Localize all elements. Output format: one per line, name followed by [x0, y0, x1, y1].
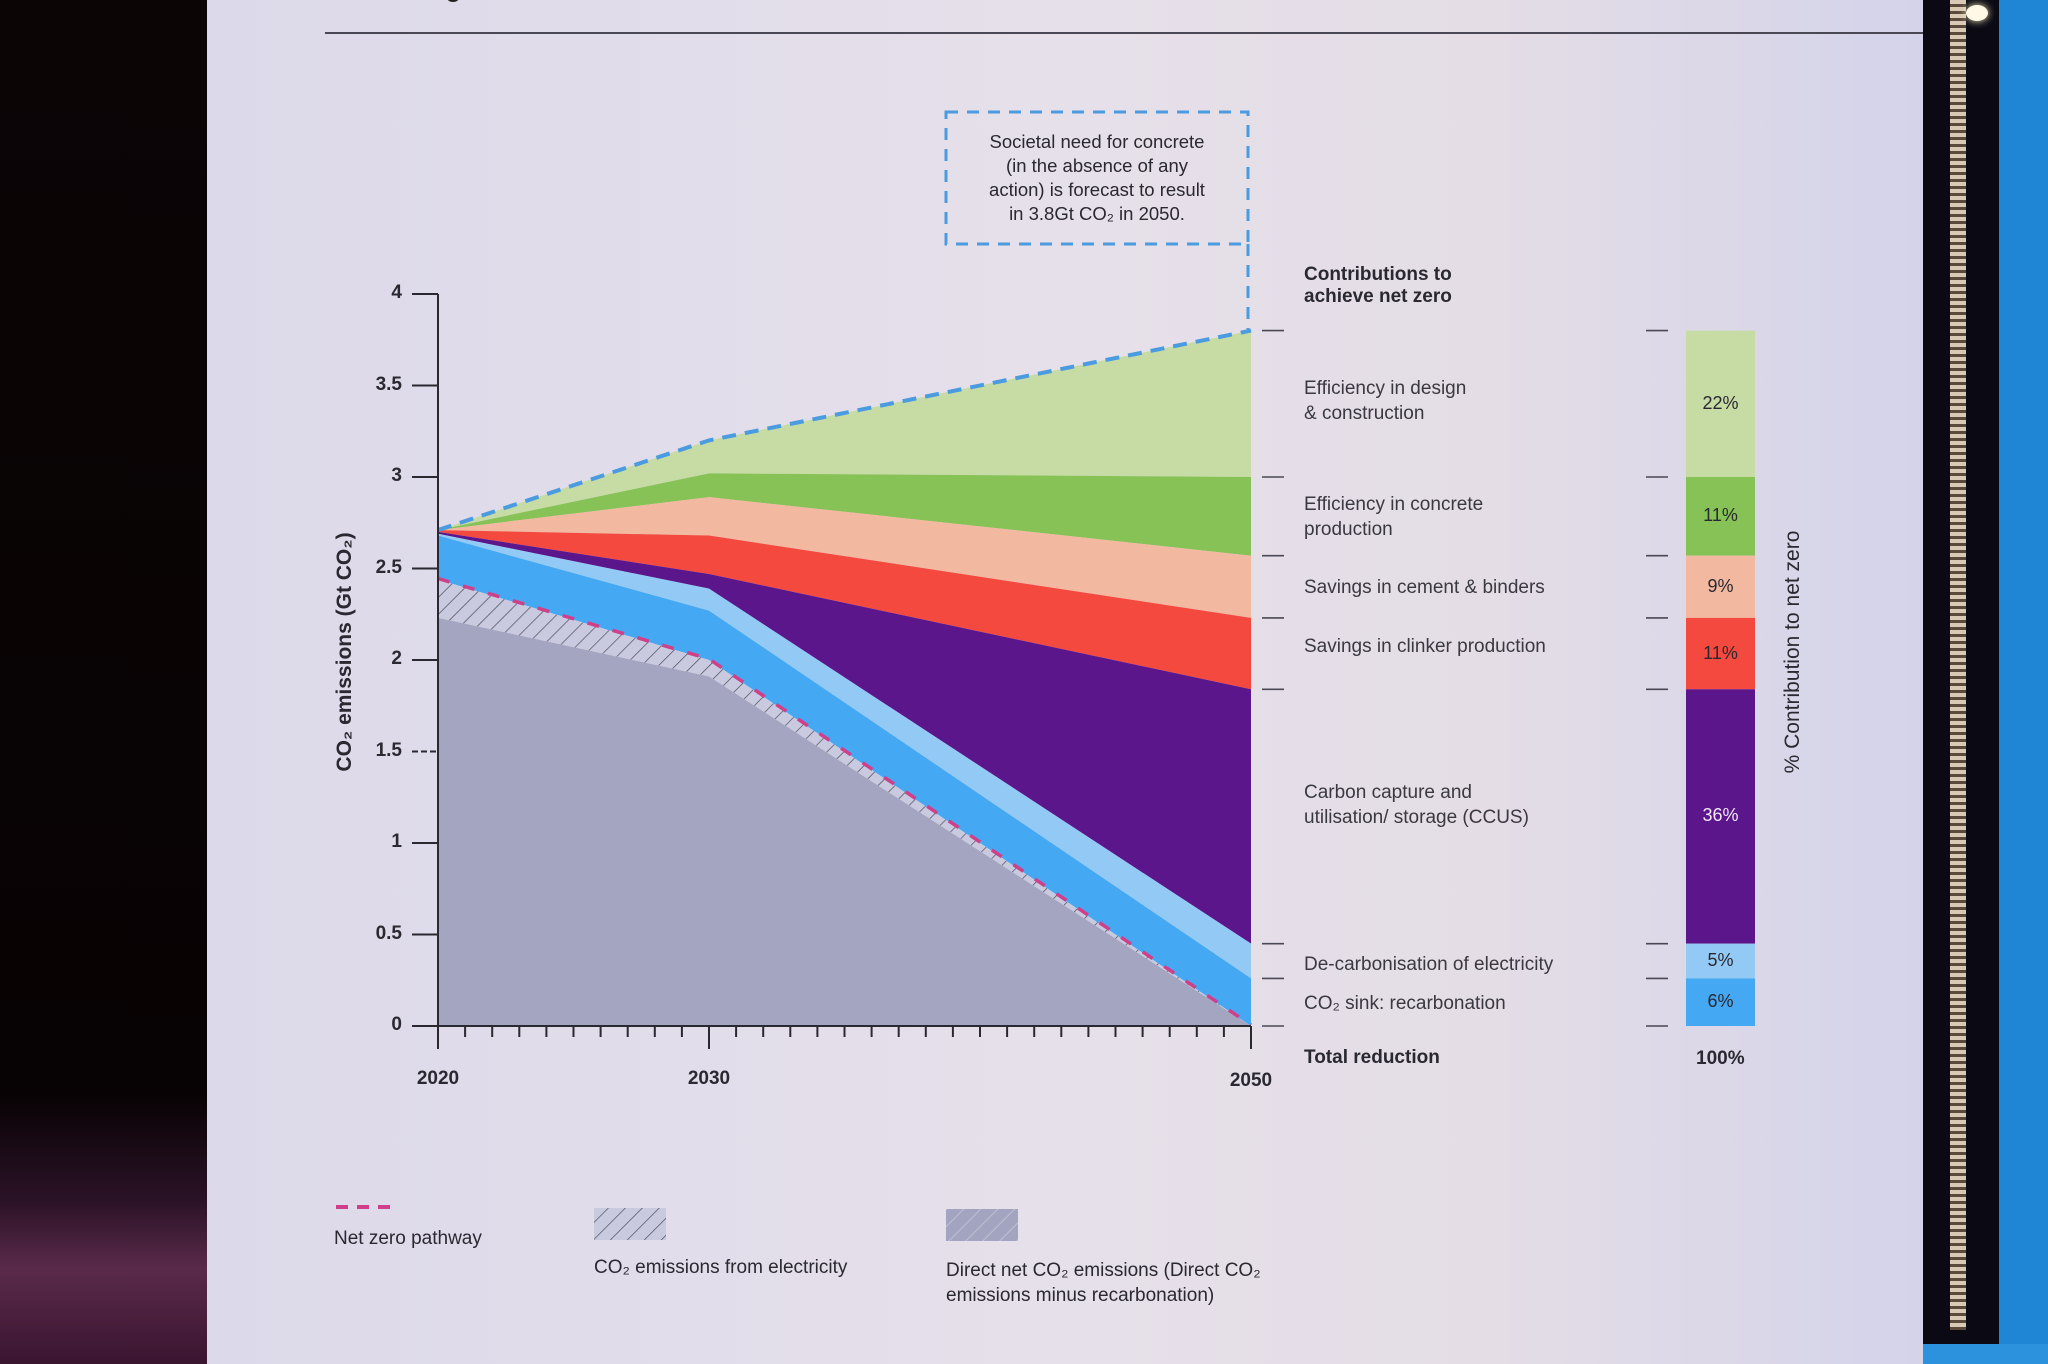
y-tick-label: 1.5	[375, 739, 402, 761]
legend-direct-swatch	[946, 1209, 1018, 1241]
percent-label: 11%	[1703, 642, 1738, 663]
percent-label: 36%	[1702, 805, 1739, 826]
area-savings-in-clinker-production	[438, 530, 1251, 690]
label-line: Direct net CO₂ emissions (Direct CO₂	[946, 1260, 1261, 1281]
contribution-label-clinker: Savings in clinker production	[1304, 634, 1546, 659]
percent-bar-segment	[1686, 689, 1755, 944]
background-strip	[1950, 0, 1966, 1330]
percent-bar-segment	[1686, 555, 1755, 618]
percent-label: 6%	[1707, 991, 1734, 1012]
area-co-sink-recarbonation	[438, 535, 1251, 1026]
cut-off-title	[446, 0, 460, 2]
label-line: De-carbonisation of electricity	[1304, 954, 1554, 975]
header-rule	[325, 32, 1923, 34]
y-tick-label: 1	[391, 831, 402, 852]
area-direct-net-co-emissions	[438, 617, 1251, 1026]
legend-net-zero-label: Net zero pathway	[334, 1228, 482, 1249]
legend-direct-label: Direct net CO₂ emissions (Direct CO₂ emi…	[946, 1258, 1261, 1308]
area-co-emissions-from-electricity	[438, 579, 1251, 1026]
label-line: emissions minus recarbonation)	[946, 1285, 1215, 1306]
percent-label: 9%	[1707, 575, 1734, 596]
percent-label: 11%	[1703, 505, 1738, 526]
contributions-heading-line1: Contributions to	[1304, 264, 1452, 285]
background-left	[0, 0, 207, 1364]
contribution-label-design: Efficiency in design & construction	[1304, 376, 1466, 426]
contribution-label-concrete: Efficiency in concrete production	[1304, 492, 1483, 542]
contribution-label-electricity: De-carbonisation of electricity	[1304, 952, 1553, 977]
total-reduction-label: Total reduction	[1304, 1047, 1440, 1068]
label-line: production	[1304, 519, 1393, 540]
label-line: Savings in clinker production	[1304, 636, 1546, 657]
x-tick-label-2050: 2050	[1229, 1070, 1273, 1091]
label-line: utilisation/ storage (CCUS)	[1304, 807, 1529, 828]
label-line: Efficiency in concrete	[1304, 494, 1484, 515]
y-axis-title: CO₂ emissions (Gt CO₂)	[333, 532, 356, 772]
callout-box	[944, 110, 1250, 246]
y-tick-label: 3	[391, 465, 402, 486]
label-line: CO₂ sink: recarbonation	[1304, 993, 1506, 1014]
callout-line: Societal need for concrete	[989, 131, 1205, 152]
y-tick-label: 2.5	[375, 556, 402, 578]
y-tick-label: 0.5	[375, 922, 402, 944]
area-efficiency-in-concrete-production	[438, 473, 1251, 556]
contribution-label-cement: Savings in cement & binders	[1304, 575, 1545, 600]
y-tick-label: 4	[391, 282, 402, 303]
percent-axis-title: % Contribution to net zero	[1781, 530, 1804, 774]
percent-bar-segment	[1686, 978, 1755, 1026]
callout-line: action) is forecast to result	[989, 179, 1205, 200]
contribution-label-ccus: Carbon capture and utilisation/ storage …	[1304, 780, 1529, 830]
x-tick-label-2030: 2030	[687, 1068, 731, 1089]
percent-bar-segment	[1686, 617, 1755, 690]
label-line: Savings in cement & binders	[1304, 577, 1545, 598]
area-savings-in-cement-binders	[438, 497, 1251, 618]
background-blue-wall	[1999, 0, 2048, 1364]
callout-line: in 3.8Gt CO₂ in 2050.	[1009, 203, 1185, 224]
contribution-label-recarbonation: CO₂ sink: recarbonation	[1304, 991, 1506, 1016]
label-line: & construction	[1304, 403, 1425, 424]
societal-need-line	[437, 328, 1252, 532]
percent-bar-segment	[1686, 943, 1755, 979]
y-tick-label: 0	[391, 1014, 402, 1035]
contributions-heading: Contributions to achieve net zero	[1304, 264, 1452, 308]
legend-electricity-swatch	[594, 1208, 666, 1240]
y-tick-label: 3.5	[375, 373, 402, 395]
y-tick-label: 2	[391, 648, 402, 669]
callout-societal-need: Societal need for concrete (in the absen…	[946, 112, 1248, 244]
contributions-heading-line2: achieve net zero	[1304, 286, 1452, 307]
percent-bar-segment	[1686, 477, 1755, 556]
area-efficiency-in-design-construction	[438, 330, 1251, 531]
percent-label: 5%	[1707, 950, 1734, 971]
total-reduction-value: 100%	[1696, 1048, 1745, 1069]
legend-electricity-label: CO₂ emissions from electricity	[594, 1257, 848, 1278]
percent-bar-segment	[1686, 330, 1755, 477]
label-line: Efficiency in design	[1304, 378, 1467, 399]
ceiling-light	[1966, 5, 1988, 21]
area-carbon-capture-and-utilisation-storage-ccus	[438, 531, 1251, 944]
percent-label: 22%	[1702, 392, 1739, 413]
x-tick-label-2020: 2020	[416, 1068, 460, 1089]
callout-line: (in the absence of any	[1005, 155, 1189, 176]
label-line: Carbon capture and	[1304, 782, 1472, 803]
